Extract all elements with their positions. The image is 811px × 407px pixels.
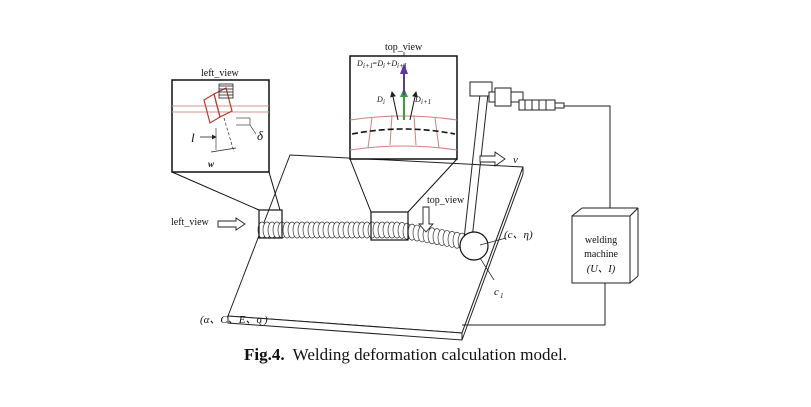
left-view-top-label: left_view — [201, 68, 240, 79]
top-view-top-label: top_view — [385, 42, 423, 53]
svg-text:c: c — [494, 286, 499, 298]
torch-tip-circle — [459, 231, 489, 261]
dimension-delta-label: δ — [257, 128, 264, 143]
svg-text:i: i — [383, 98, 385, 106]
figure-caption: Fig.4. Welding deformation calculation mo… — [0, 345, 811, 365]
svg-text:i+1: i+1 — [421, 98, 431, 106]
dimension-l-label: l — [191, 130, 195, 145]
svg-text:1: 1 — [500, 292, 504, 300]
c-eta-label: (c、η) — [504, 229, 533, 241]
machine-label-2: machine — [584, 249, 618, 260]
cables — [462, 105, 611, 326]
svg-text:i+1: i+1 — [397, 62, 407, 70]
svg-text:i+1: i+1 — [363, 62, 373, 70]
left-view-hollow-arrow — [217, 217, 246, 231]
figure-number: Fig.4. — [244, 345, 285, 364]
welding-torch — [459, 81, 565, 261]
base-plate — [227, 154, 524, 341]
svg-text:(α、C、E、σ: (α、C、E、σ — [200, 314, 262, 326]
svg-text:i: i — [383, 62, 385, 70]
c-eta-leader — [479, 237, 507, 246]
top-view-zoom-box — [349, 55, 458, 241]
svg-text:=D: =D — [372, 59, 383, 68]
svg-text:D: D — [356, 59, 363, 68]
svg-text:+D: +D — [386, 59, 397, 68]
velocity-hollow-arrow — [479, 151, 506, 167]
welding-machine — [571, 207, 639, 284]
dimension-w-label: w — [208, 159, 215, 169]
figure-caption-text: Welding deformation calculation model. — [292, 345, 567, 364]
top-view-hollow-arrow — [418, 206, 434, 233]
c1-label: c 1 — [494, 286, 504, 300]
hatched-bead-stack — [218, 83, 234, 99]
velocity-v-label: v — [513, 154, 518, 166]
top-view-plate-label: top_view — [427, 195, 465, 206]
vector-di-label: D i — [376, 95, 385, 106]
svg-text:): ) — [263, 314, 268, 326]
equation-label: D i+1 =D i +D i+1 — [356, 59, 407, 70]
material-params-label: (α、C、E、σ s ) — [200, 314, 268, 328]
svg-text:D: D — [414, 95, 421, 104]
machine-label-1: welding — [585, 235, 617, 246]
left-view-zoom-box — [171, 79, 283, 239]
svg-text:D: D — [376, 95, 383, 104]
svg-text:s: s — [259, 320, 262, 328]
c1-leader — [479, 257, 495, 281]
left-view-side-label: left_view — [171, 217, 210, 228]
vector-di1-label: D i+1 — [414, 95, 431, 106]
machine-label-3: (U、I) — [587, 264, 616, 275]
